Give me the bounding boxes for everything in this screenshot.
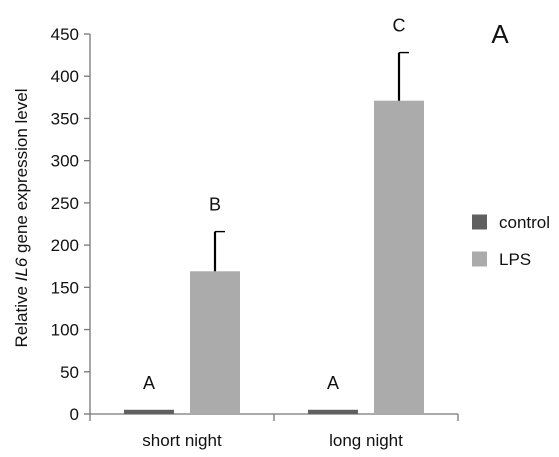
y-axis-label-gene: IL6 xyxy=(12,257,31,281)
y-tick-label: 300 xyxy=(51,152,79,171)
significance-letter: B xyxy=(209,195,221,215)
significance-letters: A B A C xyxy=(143,16,406,393)
y-tick-label: 150 xyxy=(51,278,79,297)
error-bars xyxy=(213,51,409,272)
y-axis-label: Relative IL6 gene expression level xyxy=(12,89,31,348)
bar-lps xyxy=(190,271,240,414)
bar-control xyxy=(124,409,174,414)
y-tick-label: 0 xyxy=(70,405,79,424)
x-axis: short night long night xyxy=(89,413,459,450)
y-tick-label: 250 xyxy=(51,194,79,213)
bars xyxy=(124,100,424,414)
y-axis: 0 50 100 150 200 250 300 350 400 450 xyxy=(51,25,91,424)
y-tick-label: 450 xyxy=(51,25,79,44)
legend-label: LPS xyxy=(499,250,531,269)
significance-letter: A xyxy=(143,373,155,393)
y-axis-label-prefix: Relative xyxy=(12,281,31,347)
y-tick-label: 200 xyxy=(51,236,79,255)
legend-swatch-lps xyxy=(472,251,487,267)
y-tick-label: 350 xyxy=(51,109,79,128)
y-axis-label-suffix: gene expression level xyxy=(12,89,31,258)
x-category-label: short night xyxy=(142,431,222,450)
bar-control xyxy=(308,409,358,414)
y-tick-label: 50 xyxy=(60,363,79,382)
y-tick-label: 400 xyxy=(51,67,79,86)
y-tick-label: 100 xyxy=(51,321,79,340)
significance-letter: A xyxy=(327,373,339,393)
legend: control LPS xyxy=(472,213,550,269)
significance-letter: C xyxy=(393,16,406,36)
legend-label: control xyxy=(499,213,550,232)
x-category-label: long night xyxy=(329,431,403,450)
legend-swatch-control xyxy=(472,214,487,230)
panel-label: A xyxy=(491,19,509,49)
bar-lps xyxy=(374,100,424,414)
